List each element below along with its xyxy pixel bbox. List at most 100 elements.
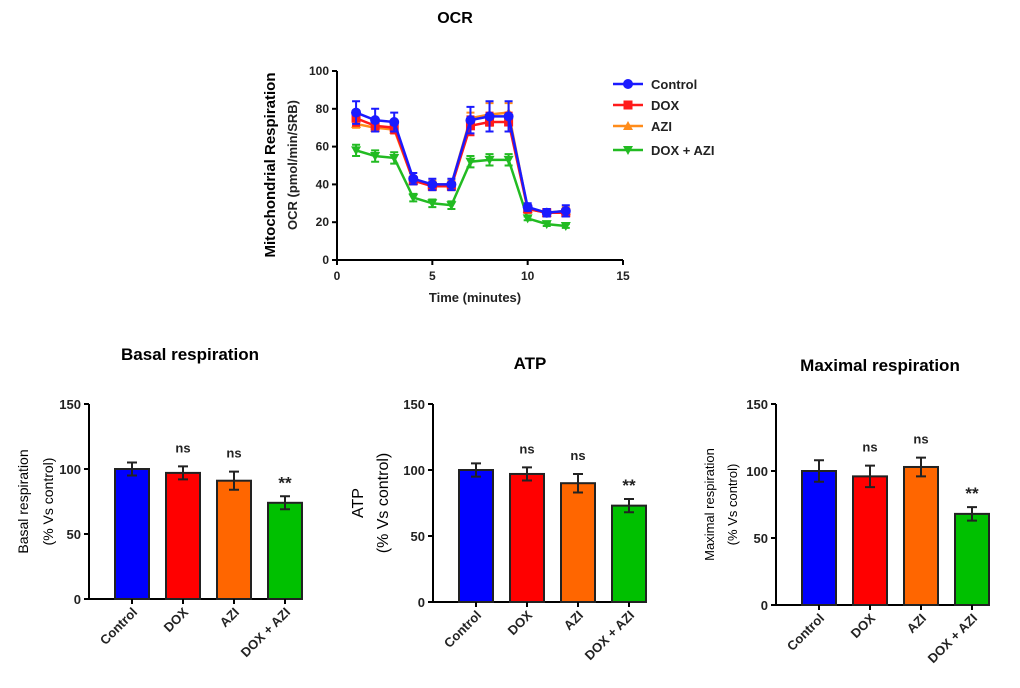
data-point: [446, 201, 457, 211]
bar: [216, 479, 252, 601]
data-point: [503, 155, 514, 165]
x-tick-label: Control: [441, 608, 484, 651]
bar: [165, 471, 201, 600]
data-point: [408, 193, 419, 203]
data-point: [446, 179, 457, 190]
y-axis-label: ATP: [350, 488, 367, 518]
data-point: [522, 214, 533, 224]
error-bar: [229, 470, 239, 491]
y-tick-label: 0: [322, 253, 329, 267]
series-dox-azi: [351, 143, 571, 231]
y-axis-label-unit: (% Vs control): [375, 453, 392, 553]
y-tick-label: 60: [316, 140, 330, 154]
data-point: [389, 117, 400, 128]
data-point: [427, 179, 438, 190]
significance-label: **: [965, 484, 979, 503]
legend-marker: [623, 100, 633, 110]
bar-group: AZI ns: [216, 446, 252, 630]
error-bar: [522, 466, 532, 482]
x-tick-label: 10: [521, 269, 535, 283]
x-tick-label: 0: [334, 269, 341, 283]
bar: [852, 475, 888, 606]
x-tick-label: DOX: [505, 607, 536, 638]
bar: [954, 512, 990, 607]
data-point: [351, 107, 362, 118]
data-point: [351, 146, 362, 156]
bar: [611, 504, 647, 604]
y-tick-label: 0: [418, 595, 425, 610]
error-bar: [573, 472, 583, 494]
legend-label: Control: [651, 77, 697, 92]
data-point: [370, 115, 381, 126]
bar-group: DOX ns: [848, 440, 888, 641]
legend: Control DOX AZI DOX + AZI: [613, 77, 714, 158]
chart-title: Basal respiration: [121, 345, 259, 364]
bar-group: Control: [441, 462, 494, 651]
y-axis-label-unit: (% Vs control): [725, 464, 740, 546]
bar-chart-maximal-respiration: Maximal respiration 0 50 100 150 Maximal resp…: [702, 356, 990, 666]
y-tick-label: 50: [67, 527, 81, 542]
bar-group: Control: [784, 459, 837, 654]
y-tick-label: 80: [316, 102, 330, 116]
y-axis-label-main: Mitochondrial Respiration: [262, 72, 279, 257]
chart-title: ATP: [514, 354, 547, 373]
data-point: [522, 202, 533, 213]
y-axis-label-unit: (% Vs control): [40, 458, 56, 546]
legend-item: DOX + AZI: [613, 143, 714, 158]
series-control: [351, 100, 571, 218]
data-point: [503, 111, 514, 122]
data-point: [541, 220, 552, 230]
error-bar: [624, 498, 634, 514]
data-point: [484, 155, 495, 165]
error-bar: [916, 456, 926, 478]
bar-group: Control: [97, 461, 150, 648]
data-point: [484, 111, 495, 122]
x-tick-label: 15: [616, 269, 630, 283]
y-tick-label: 100: [403, 463, 425, 478]
legend-item: DOX: [613, 98, 680, 113]
bar: [509, 472, 545, 603]
data-point: [408, 173, 419, 184]
bar: [801, 470, 837, 606]
data-point: [560, 221, 571, 231]
y-axis-label-unit: OCR (pmol/min/SRB): [285, 100, 300, 230]
bar: [560, 482, 596, 604]
data-point: [541, 207, 552, 218]
legend-item: Control: [613, 77, 697, 92]
legend-item: AZI: [613, 119, 672, 134]
y-tick-label: 150: [59, 397, 81, 412]
y-tick-label: 100: [59, 462, 81, 477]
chart-title: OCR: [437, 10, 473, 27]
y-tick-label: 0: [74, 592, 81, 607]
bar: [903, 465, 939, 607]
y-tick-label: 100: [309, 64, 329, 78]
y-tick-label: 50: [411, 529, 425, 544]
significance-label: **: [622, 476, 636, 495]
bar-chart-atp: ATP 0 50 100 150 ATP (% Vs control) Control DOX n…: [350, 354, 647, 663]
y-tick-label: 100: [746, 464, 768, 479]
data-point: [370, 152, 381, 162]
y-tick-label: 150: [403, 397, 425, 412]
error-bar: [280, 495, 290, 511]
significance-label: ns: [519, 441, 534, 456]
x-tick-label: 5: [429, 269, 436, 283]
significance-label: ns: [175, 440, 190, 455]
series-line: [355, 117, 566, 214]
legend-marker: [623, 121, 633, 130]
bar: [458, 469, 494, 603]
bar-group: AZI ns: [560, 448, 596, 633]
legend-label: AZI: [651, 119, 672, 134]
series-dox: [351, 109, 571, 218]
significance-label: ns: [913, 432, 928, 447]
error-bar: [967, 506, 977, 522]
legend-label: DOX: [651, 98, 680, 113]
bar: [114, 468, 150, 600]
bar-group: DOX ns: [505, 441, 545, 638]
x-tick-label: DOX + AZI: [925, 611, 980, 666]
significance-label: ns: [226, 446, 241, 461]
data-point: [427, 199, 438, 209]
error-bar: [814, 459, 824, 483]
y-tick-label: 20: [316, 215, 330, 229]
ocr-chart: OCR 0 20 40 60 80 100 0 5 10 15 Time (minutes) Mitoc…: [262, 10, 714, 305]
